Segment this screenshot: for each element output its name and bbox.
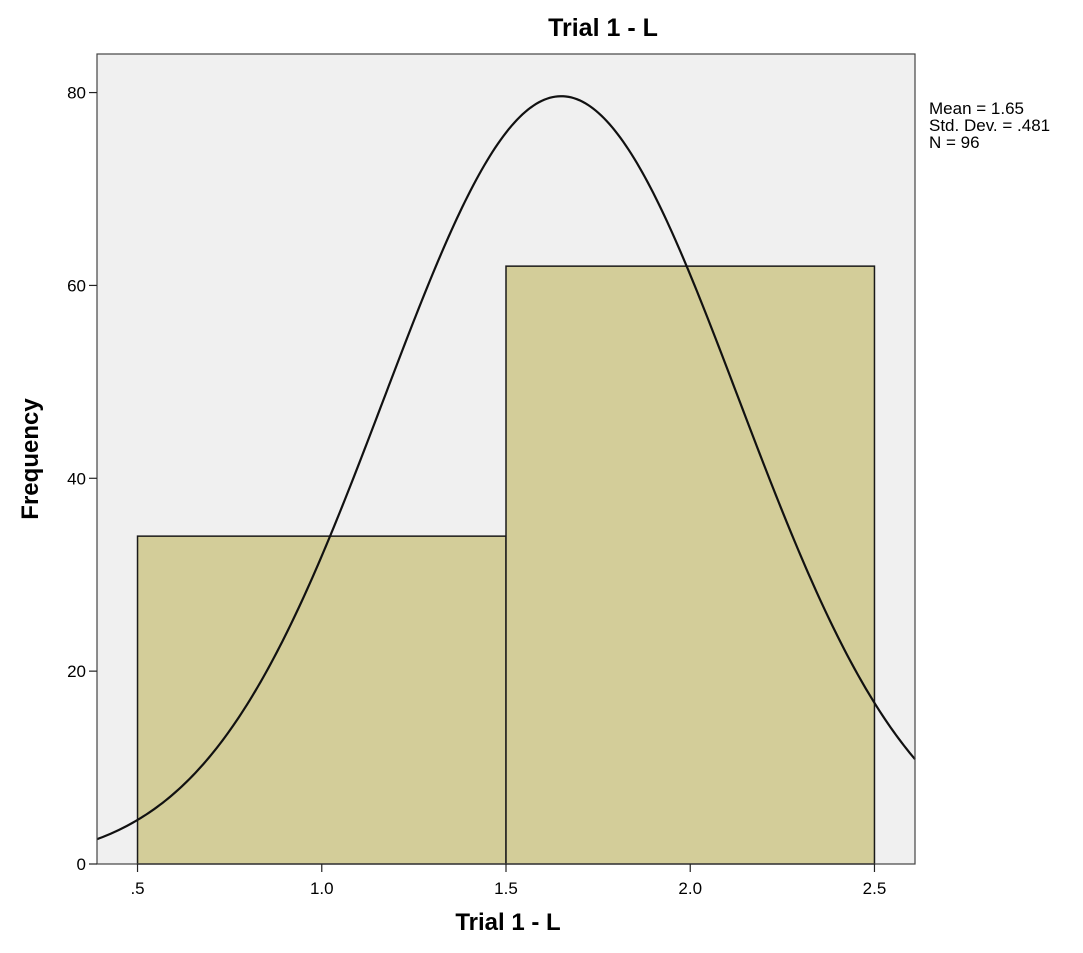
y-tick-label: 60 [67, 276, 86, 295]
x-axis: .5 1.0 1.5 2.0 2.5 [130, 864, 886, 898]
x-tick-label: .5 [130, 879, 144, 898]
stats-line-3: N = 96 [929, 133, 980, 152]
x-tick-label: 1.5 [494, 879, 518, 898]
x-tick-label: 2.5 [863, 879, 887, 898]
y-axis: 0 20 40 60 80 [67, 84, 97, 874]
y-tick-label: 0 [77, 855, 86, 874]
chart-title: Trial 1 - L [548, 14, 658, 42]
stats-line-1: Mean = 1.65 [929, 99, 1024, 118]
y-tick-label: 40 [67, 469, 86, 488]
x-tick-label: 1.0 [310, 879, 334, 898]
histogram-bar-1 [136, 535, 507, 865]
y-tick-label: 20 [67, 662, 86, 681]
bars-group [136, 265, 876, 865]
histogram-bar-2 [505, 265, 876, 865]
x-axis-label: Trial 1 - L [455, 909, 560, 936]
y-axis-label: Frequency [17, 398, 44, 520]
normal-curve [96, 95, 916, 841]
stats-line-2: Std. Dev. = .481 [929, 116, 1050, 135]
x-tick-label: 2.0 [678, 879, 702, 898]
y-tick-label: 80 [67, 84, 86, 103]
